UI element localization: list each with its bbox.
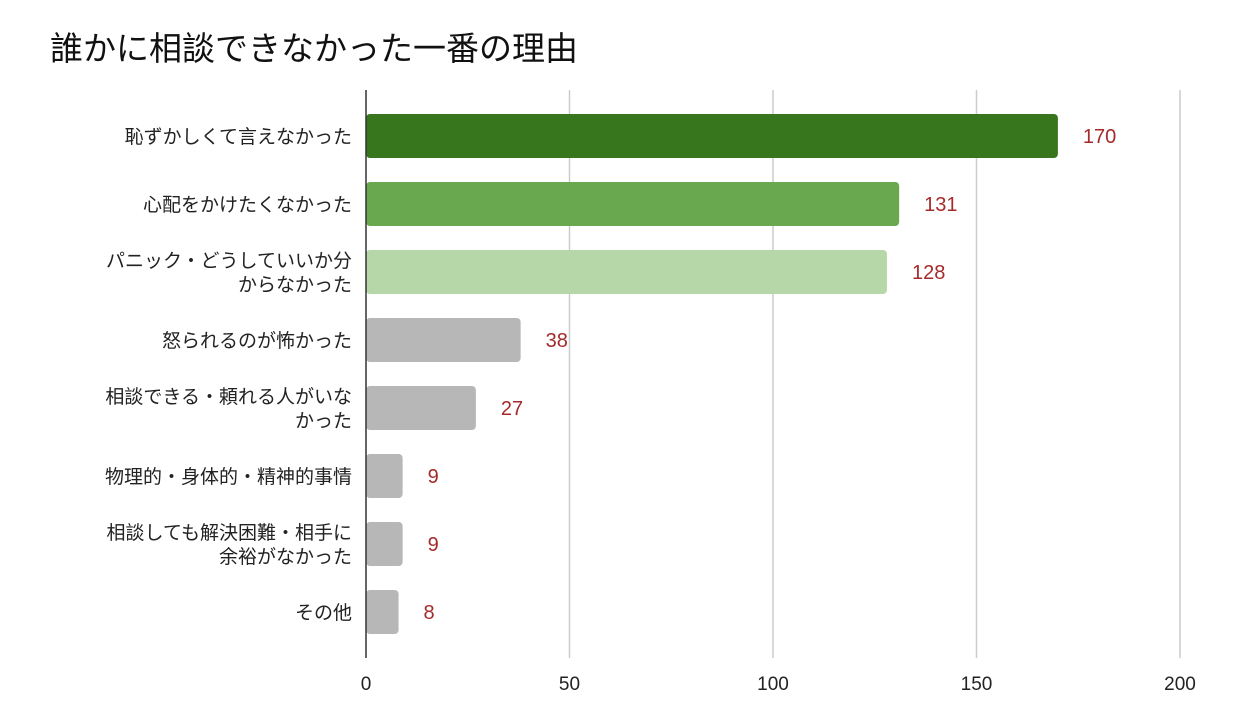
data-label: 9 xyxy=(428,466,439,488)
bar xyxy=(366,522,403,566)
x-tick-label: 50 xyxy=(559,674,580,695)
bar xyxy=(366,454,403,498)
data-label: 170 xyxy=(1083,126,1116,148)
category-label: 恥ずかしくて言えなかった xyxy=(125,126,352,148)
data-label: 128 xyxy=(912,262,945,284)
bar xyxy=(366,318,521,362)
x-tick-label: 0 xyxy=(361,674,372,695)
bar xyxy=(366,114,1058,158)
data-label: 9 xyxy=(428,534,439,556)
category-label: パニック・どうしていいか分からなかった xyxy=(106,250,352,296)
x-tick-label: 150 xyxy=(961,674,993,695)
bar xyxy=(366,182,900,226)
category-label: その他 xyxy=(295,602,352,624)
data-label: 27 xyxy=(501,398,523,420)
x-tick-label: 100 xyxy=(757,674,789,695)
x-tick-label: 200 xyxy=(1164,674,1196,695)
category-label: 怒られるのが怖かった xyxy=(162,330,352,352)
data-label: 8 xyxy=(424,602,435,624)
data-label: 38 xyxy=(546,330,568,352)
category-label: 心配をかけたくなかった xyxy=(143,194,352,216)
data-label: 131 xyxy=(924,194,957,216)
category-label: 相談しても解決困難・相手に余裕がなかった xyxy=(107,522,352,568)
bar xyxy=(366,250,887,294)
category-label: 相談できる・頼れる人がいなかった xyxy=(105,386,352,432)
chart-title: 誰かに相談できなかった一番の理由 xyxy=(50,29,578,68)
bar xyxy=(366,386,476,430)
category-label: 物理的・身体的・精神的事情 xyxy=(105,466,352,488)
bar xyxy=(366,590,399,634)
